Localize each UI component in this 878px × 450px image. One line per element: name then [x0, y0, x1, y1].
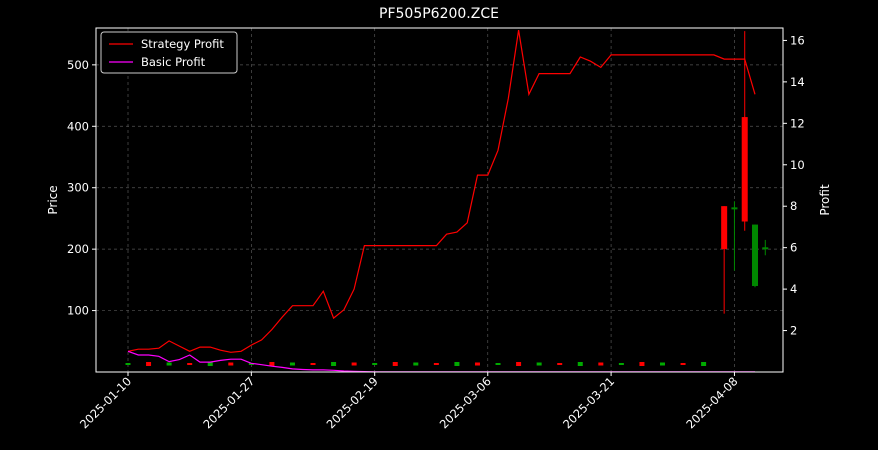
y-axis-left: 100 200 300 400 500	[67, 58, 96, 318]
y-tick-label-right: 14	[790, 75, 805, 89]
y-tick-label-left: 300	[67, 181, 89, 195]
y-axis-label-left: Price	[46, 185, 60, 214]
small-candle	[166, 362, 172, 366]
y-tick-label-right: 16	[790, 33, 805, 47]
small-candle	[125, 363, 131, 365]
small-candle	[474, 362, 480, 366]
y-tick-label-left: 100	[67, 304, 89, 318]
small-candle	[701, 362, 707, 366]
small-candle	[187, 363, 193, 365]
small-candle	[372, 363, 378, 365]
small-candle	[433, 363, 439, 365]
legend-label-strategy: Strategy Profit	[141, 37, 224, 51]
candle-body	[762, 247, 769, 250]
candle-body	[721, 206, 728, 250]
small-candle	[413, 362, 419, 366]
y-tick-label-right: 10	[790, 158, 805, 172]
y-tick-label-left: 500	[67, 58, 89, 72]
small-candle	[639, 362, 645, 366]
axes-frame	[95, 27, 784, 373]
small-candle	[331, 362, 337, 366]
y-tick-label-right: 4	[790, 282, 797, 296]
small-candle	[557, 363, 563, 365]
y-tick-label-left: 400	[67, 119, 89, 133]
candle-body	[741, 117, 748, 222]
chart-title: PF505P6200.ZCE	[379, 6, 499, 22]
small-candle	[598, 362, 604, 366]
small-candle	[228, 362, 234, 366]
small-candle	[269, 362, 275, 366]
small-candle	[495, 363, 501, 365]
small-candle	[618, 363, 624, 365]
y-tick-label-right: 8	[790, 199, 797, 213]
small-candle	[310, 363, 316, 365]
strategy-profit-line	[127, 30, 756, 353]
legend: Strategy Profit Basic Profit	[100, 31, 238, 74]
y-tick-label-right: 2	[790, 324, 797, 338]
y-axis-right: 2 4 6 8 10 12 14 16	[783, 33, 805, 338]
small-candle	[289, 362, 295, 366]
small-candle	[577, 362, 583, 366]
grid-lines	[96, 28, 783, 372]
candle-body	[731, 207, 738, 210]
small-candle	[248, 363, 254, 365]
small-candle	[516, 362, 522, 366]
small-candle	[680, 363, 686, 365]
small-candle	[146, 362, 152, 366]
legend-label-basic: Basic Profit	[141, 55, 206, 69]
small-candle	[392, 362, 398, 366]
y-tick-label-right: 12	[790, 116, 805, 130]
small-candle	[536, 362, 542, 366]
y-tick-label-left: 200	[67, 242, 89, 256]
small-candle	[351, 362, 357, 366]
legend-box	[100, 31, 238, 74]
small-candle	[659, 362, 665, 366]
candle-body	[752, 224, 758, 286]
small-candle	[454, 362, 460, 366]
small-candle	[207, 362, 213, 366]
y-tick-label-right: 6	[790, 241, 797, 255]
y-axis-label-right: Profit	[818, 184, 832, 216]
